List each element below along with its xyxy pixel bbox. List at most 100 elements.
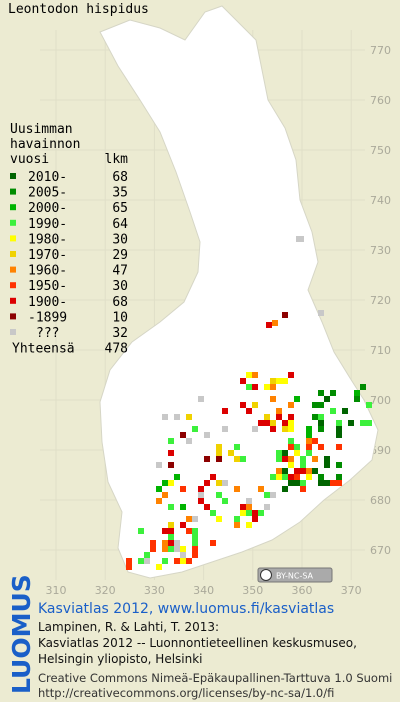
- legend-swatch: [10, 235, 16, 242]
- record-square: [174, 546, 180, 552]
- legend-label: 1970-: [28, 248, 67, 263]
- record-square: [192, 516, 198, 522]
- record-square: [366, 402, 372, 408]
- y-grid-label: 680: [370, 494, 391, 507]
- x-grid-label: 310: [46, 584, 67, 597]
- license-badge: BY-NC-SA: [257, 567, 333, 583]
- record-square: [216, 444, 222, 450]
- record-square: [252, 510, 258, 516]
- record-square: [246, 504, 252, 510]
- record-square: [168, 462, 174, 468]
- record-square: [180, 486, 186, 492]
- record-square: [288, 414, 294, 420]
- record-square: [168, 480, 174, 486]
- record-square: [318, 402, 324, 408]
- record-square: [300, 486, 306, 492]
- record-square: [210, 540, 216, 546]
- record-square: [336, 480, 342, 486]
- record-square: [252, 372, 258, 378]
- legend-label: -1899: [28, 310, 67, 325]
- record-square: [240, 504, 246, 510]
- legend-label: 1990-: [28, 217, 67, 232]
- record-square: [228, 450, 234, 456]
- cc-icon: [260, 569, 272, 581]
- record-square: [264, 420, 270, 426]
- legend-count: 35: [112, 186, 128, 201]
- legend-count: 47: [112, 264, 128, 279]
- legend-swatch: [10, 219, 16, 226]
- record-square: [138, 558, 144, 564]
- record-square: [240, 456, 246, 462]
- record-square: [272, 320, 278, 326]
- record-square: [216, 492, 222, 498]
- record-square: [294, 396, 300, 402]
- record-square: [270, 378, 276, 384]
- record-square: [306, 474, 312, 480]
- record-square: [192, 528, 198, 534]
- legend-swatch: [10, 329, 16, 335]
- record-square: [198, 486, 204, 492]
- record-square: [318, 390, 324, 396]
- record-square: [348, 420, 354, 426]
- legend-label: 2010-: [28, 170, 67, 185]
- record-square: [318, 426, 324, 432]
- record-square: [186, 528, 192, 534]
- record-square: [156, 462, 162, 468]
- record-square: [198, 498, 204, 504]
- record-square: [330, 390, 336, 396]
- x-grid-label: 340: [193, 584, 214, 597]
- record-square: [216, 450, 222, 456]
- record-square: [162, 540, 168, 546]
- record-square: [186, 414, 192, 420]
- record-square: [156, 498, 162, 504]
- record-square: [234, 486, 240, 492]
- record-square: [162, 414, 168, 420]
- legend-count: 68: [112, 170, 128, 185]
- credit-link[interactable]: Kasviatlas 2012, www.luomus.fi/kasviatla…: [38, 601, 334, 617]
- record-square: [324, 462, 330, 468]
- record-square: [186, 558, 192, 564]
- legend-swatch: [10, 266, 16, 273]
- legend-count: 29: [112, 248, 128, 263]
- record-square: [168, 540, 174, 546]
- legend-total-label: Yhteensä: [12, 342, 75, 357]
- record-square: [192, 426, 198, 432]
- record-square: [168, 450, 174, 456]
- license-text: Creative Commons Nimeä-Epäkaupallinen-Ta…: [38, 671, 392, 685]
- record-square: [162, 546, 168, 552]
- record-square: [288, 462, 294, 468]
- record-square: [192, 546, 198, 552]
- record-square: [354, 390, 360, 396]
- record-square: [336, 444, 342, 450]
- record-square: [270, 426, 276, 432]
- record-square: [360, 384, 366, 390]
- record-square: [276, 456, 282, 462]
- record-square: [174, 414, 180, 420]
- record-square: [354, 396, 360, 402]
- record-square: [168, 546, 174, 552]
- record-square: [264, 492, 270, 498]
- legend-count: 30: [112, 232, 128, 247]
- record-square: [138, 528, 144, 534]
- legend-label: 1950-: [28, 279, 67, 294]
- legend-label: 2000-: [28, 201, 67, 216]
- record-square: [342, 408, 348, 414]
- record-square: [144, 552, 150, 558]
- record-square: [318, 480, 324, 486]
- record-square: [234, 522, 240, 528]
- record-square: [192, 552, 198, 558]
- legend-count: 68: [112, 295, 128, 310]
- record-square: [180, 522, 186, 528]
- record-square: [180, 504, 186, 510]
- record-square: [198, 492, 204, 498]
- record-square: [330, 480, 336, 486]
- record-square: [318, 414, 324, 420]
- y-grid-label: 700: [370, 394, 391, 407]
- license-url[interactable]: http://creativecommons.org/licenses/by-n…: [38, 686, 334, 700]
- legend-swatch: [10, 204, 16, 211]
- record-square: [282, 312, 288, 318]
- record-square: [312, 456, 318, 462]
- record-squares: [126, 236, 372, 570]
- record-square: [306, 450, 312, 456]
